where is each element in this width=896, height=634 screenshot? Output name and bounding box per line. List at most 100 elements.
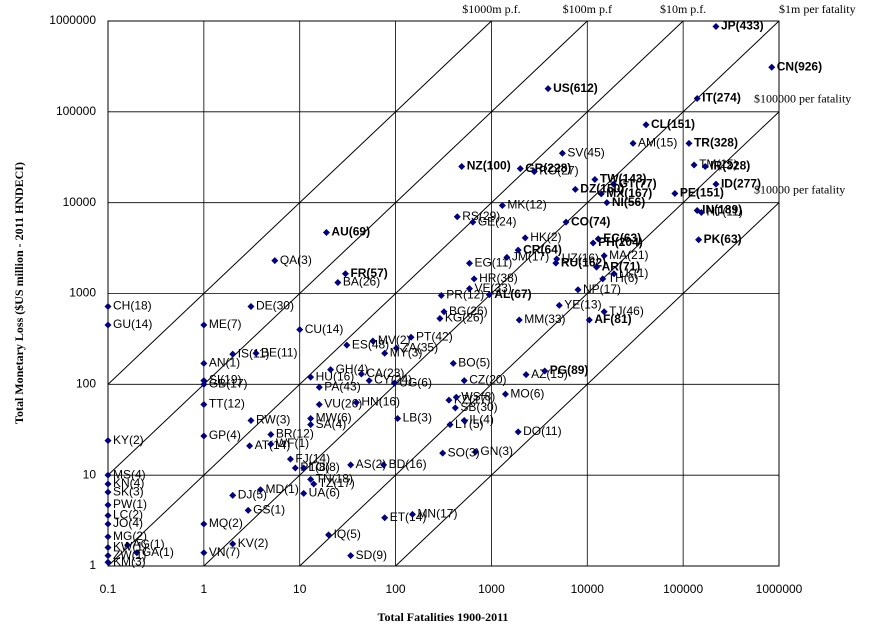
data-point	[334, 279, 342, 287]
data-point	[104, 488, 112, 496]
point-label: WS(8)	[461, 389, 495, 403]
point-label: AF(81)	[594, 312, 631, 326]
data-point	[452, 393, 460, 401]
data-point	[315, 383, 323, 391]
data-point	[307, 421, 315, 429]
data-point	[407, 333, 415, 341]
point-label: HU(16)	[316, 369, 355, 383]
point-label: AG(1)	[133, 537, 165, 551]
point-label: MX(167)	[606, 186, 652, 200]
data-point	[440, 308, 448, 316]
point-label: GT(77)	[619, 176, 657, 190]
x-tick-label: 0.1	[100, 582, 117, 596]
x-tick-label: 1000	[478, 582, 505, 596]
point-label: DZ(150)	[580, 182, 624, 196]
data-point	[229, 540, 237, 548]
data-point	[104, 533, 112, 541]
point-label: BR(12)	[276, 427, 314, 441]
point-label: LB(3)	[403, 411, 432, 425]
data-point	[603, 199, 611, 207]
x-tick-label: 100000	[663, 582, 703, 596]
data-point	[701, 163, 709, 171]
point-label: SV(45)	[567, 145, 604, 159]
data-point	[200, 549, 208, 557]
data-point	[515, 316, 523, 324]
point-label: SA(4)	[316, 417, 347, 431]
data-point	[357, 370, 365, 378]
point-label: CU(14)	[305, 322, 344, 336]
data-point	[451, 404, 459, 412]
point-label: TR(328)	[694, 136, 738, 150]
data-point	[200, 321, 208, 329]
point-label: SB(30)	[460, 400, 497, 414]
ratio-label: $10m p.f.	[660, 2, 706, 16]
point-label: BD(16)	[389, 457, 427, 471]
point-label: CR(64)	[523, 242, 562, 256]
data-point	[458, 163, 466, 171]
point-label: EG(11)	[474, 255, 512, 269]
ratio-line	[299, 111, 780, 567]
point-label: KW(1)	[113, 540, 147, 554]
point-label: NZ(100)	[467, 159, 511, 173]
point-label: WF(1)	[276, 436, 309, 450]
data-point	[449, 359, 457, 367]
point-label: LC(2)	[113, 508, 143, 522]
point-label: CH(18)	[113, 299, 152, 313]
data-point	[286, 455, 294, 463]
data-point	[352, 399, 360, 407]
data-point	[521, 234, 529, 242]
data-point	[695, 236, 703, 244]
point-label: MW(6)	[316, 411, 352, 425]
data-point	[341, 270, 349, 278]
data-point	[200, 400, 208, 408]
y-axis-label: Total Monetary Loss ($US million - 2011 …	[12, 162, 26, 424]
x-tick-label: 10	[293, 582, 307, 596]
data-point	[104, 501, 112, 509]
ratio-line	[107, 20, 588, 476]
data-point	[445, 396, 453, 404]
data-point	[589, 239, 597, 247]
data-point	[347, 552, 355, 560]
y-tick-label: 100	[76, 377, 96, 391]
data-point	[439, 449, 447, 457]
data-point	[200, 520, 208, 528]
point-label: VE(33)	[474, 281, 511, 295]
point-label: TM(15)	[699, 157, 738, 171]
data-point	[516, 165, 524, 173]
data-point	[712, 22, 720, 30]
ratio-label: $1m per fatality	[779, 2, 856, 16]
data-point	[325, 531, 333, 539]
point-label: TT(12)	[209, 397, 245, 411]
plot-frame	[107, 20, 780, 567]
y-tick-label: 100000	[56, 104, 96, 118]
point-label: MD(1)	[266, 482, 299, 496]
data-point	[591, 175, 599, 183]
data-point	[347, 461, 355, 469]
data-point	[514, 246, 522, 254]
data-point	[343, 341, 351, 349]
data-point	[558, 149, 566, 157]
data-point	[291, 464, 299, 472]
point-label: MV(2)	[378, 333, 411, 347]
data-point	[498, 202, 506, 210]
data-point	[104, 437, 112, 445]
point-label: MM(33)	[524, 312, 565, 326]
point-label: AL(67)	[494, 287, 531, 301]
data-point	[315, 400, 323, 408]
data-point	[446, 421, 454, 429]
data-point	[200, 380, 208, 388]
data-point	[369, 337, 377, 345]
data-point	[104, 321, 112, 329]
data-point	[436, 315, 444, 323]
point-label: SO(3)	[448, 445, 480, 459]
point-label: GE(24)	[478, 214, 517, 228]
data-point	[600, 252, 608, 260]
data-point	[600, 308, 608, 316]
point-label: BA(26)	[343, 275, 380, 289]
data-point	[104, 552, 112, 560]
data-point	[200, 359, 208, 367]
data-point	[514, 428, 522, 436]
data-point	[310, 480, 318, 488]
data-point	[381, 349, 389, 357]
